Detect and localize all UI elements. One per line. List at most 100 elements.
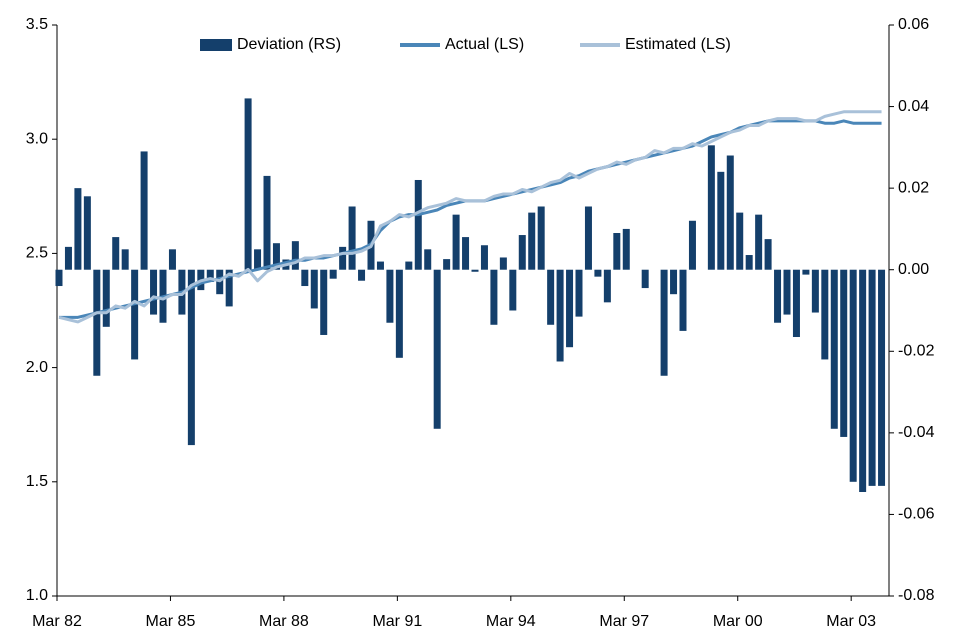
bar xyxy=(471,269,479,272)
bar xyxy=(55,269,63,287)
bar xyxy=(622,228,630,270)
bar xyxy=(792,269,800,338)
bar xyxy=(774,269,782,323)
bar xyxy=(717,171,725,270)
y2-tick-label: -0.02 xyxy=(898,343,935,360)
bar xyxy=(263,175,271,270)
bar xyxy=(376,261,384,270)
bar xyxy=(679,269,687,331)
bar xyxy=(424,249,432,270)
legend-label: Deviation (RS) xyxy=(237,36,341,53)
bar xyxy=(64,246,72,270)
y2-tick-label: 0.00 xyxy=(898,261,929,278)
bar xyxy=(859,269,867,492)
bar xyxy=(462,237,470,270)
bar xyxy=(244,98,252,270)
bar xyxy=(726,155,734,270)
x-tick-label: Mar 00 xyxy=(713,613,763,630)
bar xyxy=(102,269,110,327)
legend-label: Actual (LS) xyxy=(445,36,524,53)
bar xyxy=(225,269,233,307)
bar xyxy=(688,220,696,270)
y2-tick-label: 0.02 xyxy=(898,179,929,196)
bar xyxy=(395,269,403,358)
y2-tick-label: -0.06 xyxy=(898,506,935,523)
bar xyxy=(745,255,753,270)
bar xyxy=(83,196,91,270)
bar xyxy=(518,235,526,270)
bar xyxy=(74,188,82,270)
bar xyxy=(329,269,337,279)
bar xyxy=(339,246,347,270)
bar xyxy=(556,269,564,362)
bar xyxy=(613,233,621,270)
y-tick-label: 1.0 xyxy=(26,587,48,604)
bar xyxy=(386,269,394,323)
bar xyxy=(320,269,328,335)
bar xyxy=(528,212,536,270)
bar xyxy=(206,269,214,282)
bar xyxy=(93,269,101,376)
bar xyxy=(452,214,460,270)
bar xyxy=(830,269,838,429)
bar xyxy=(584,206,592,270)
bar xyxy=(433,269,441,429)
bar xyxy=(547,269,555,325)
bar xyxy=(670,269,678,295)
bar xyxy=(755,214,763,270)
bar xyxy=(490,269,498,325)
bar xyxy=(443,259,451,270)
bar xyxy=(112,237,120,270)
x-tick-label: Mar 03 xyxy=(826,613,876,630)
y-tick-label: 3.0 xyxy=(26,130,48,147)
bar xyxy=(499,257,507,270)
bar xyxy=(641,269,649,289)
bar xyxy=(840,269,848,437)
bar xyxy=(310,269,318,309)
x-tick-label: Mar 82 xyxy=(32,613,82,630)
bar xyxy=(566,269,574,348)
bar xyxy=(878,269,886,486)
bar xyxy=(783,269,791,315)
y2-tick-label: 0.04 xyxy=(898,98,929,115)
bar xyxy=(480,245,488,270)
bar xyxy=(811,269,819,313)
y-tick-label: 2.0 xyxy=(26,359,48,376)
bar xyxy=(301,269,309,287)
y-tick-label: 3.5 xyxy=(26,16,48,33)
x-tick-label: Mar 97 xyxy=(599,613,649,630)
bar xyxy=(414,179,422,270)
bar xyxy=(358,269,366,281)
bar xyxy=(603,269,611,303)
legend-swatch xyxy=(200,39,232,51)
bar xyxy=(575,269,583,317)
bar xyxy=(187,269,195,446)
bar xyxy=(291,241,299,270)
y2-tick-label: -0.04 xyxy=(898,424,935,441)
bar xyxy=(168,249,176,270)
bar xyxy=(594,269,602,277)
x-tick-label: Mar 94 xyxy=(486,613,536,630)
y-tick-label: 2.5 xyxy=(26,245,48,262)
x-tick-label: Mar 88 xyxy=(259,613,309,630)
bar xyxy=(150,269,158,315)
bar xyxy=(121,249,129,270)
y2-tick-label: 0.06 xyxy=(898,16,929,33)
bar xyxy=(821,269,829,360)
bar xyxy=(272,243,280,270)
bar xyxy=(140,151,148,270)
bar xyxy=(802,269,810,275)
y-tick-label: 1.5 xyxy=(26,473,48,490)
bar xyxy=(348,206,356,270)
x-tick-label: Mar 91 xyxy=(372,613,422,630)
bar xyxy=(764,239,772,270)
bar xyxy=(537,206,545,270)
bar xyxy=(660,269,668,376)
bar xyxy=(707,145,715,270)
y2-tick-label: -0.08 xyxy=(898,587,935,604)
legend-label: Estimated (LS) xyxy=(625,36,731,53)
bar xyxy=(509,269,517,311)
bar xyxy=(736,212,744,270)
bar xyxy=(405,261,413,270)
